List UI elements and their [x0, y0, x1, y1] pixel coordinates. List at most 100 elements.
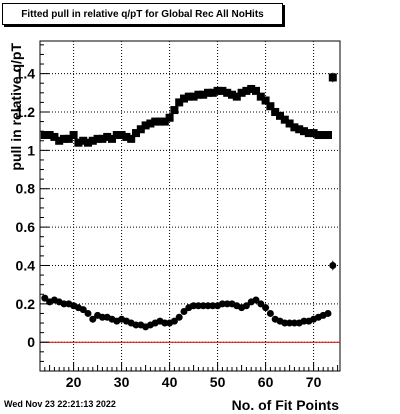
- data-point-circle: [204, 302, 212, 310]
- data-point-circle: [300, 317, 308, 325]
- data-point-circle: [199, 302, 207, 310]
- data-point-square: [45, 131, 54, 140]
- data-point-square: [93, 134, 102, 143]
- data-point-square: [304, 129, 313, 138]
- data-point-square: [141, 121, 150, 130]
- data-point-square: [170, 106, 179, 115]
- y-axis-label: pull in relative q/pT: [8, 43, 24, 171]
- x-tick-label: 40: [162, 374, 178, 390]
- y-tick-label: 0.6: [16, 219, 36, 235]
- data-point-square: [309, 129, 318, 138]
- data-point-circle: [262, 304, 270, 312]
- data-point-square: [213, 86, 222, 95]
- data-point-circle: [79, 306, 87, 314]
- data-point-square: [194, 90, 203, 99]
- data-point-circle: [266, 309, 274, 317]
- timestamp: Wed Nov 23 22:21:13 2022: [4, 399, 116, 409]
- data-point-circle: [286, 319, 294, 327]
- title-box: Fitted pull in relative q/pT for Global …: [2, 3, 283, 25]
- data-point-square: [79, 136, 88, 145]
- y-tick-label: 0.4: [16, 257, 36, 273]
- x-tick-label: 30: [114, 374, 130, 390]
- data-point-square: [276, 111, 284, 120]
- data-point-square: [127, 134, 136, 143]
- data-point-square: [64, 134, 73, 143]
- grid: [40, 41, 340, 371]
- y-tick-label: 1.2: [16, 104, 36, 120]
- data-point-square: [184, 92, 193, 101]
- x-tick-label: 60: [258, 374, 274, 390]
- x-tick-label: 50: [210, 374, 226, 390]
- data-point-square: [199, 90, 208, 99]
- data-point-square: [136, 125, 145, 134]
- data-point-square: [156, 117, 164, 126]
- data-point-circle: [223, 300, 231, 308]
- data-point-square: [295, 125, 304, 134]
- data-point-square: [160, 117, 169, 126]
- x-tick-label: 70: [306, 374, 322, 390]
- data-point-circle: [170, 317, 178, 325]
- data-point-square: [280, 115, 289, 124]
- data-point-square: [151, 117, 160, 126]
- data-point-square: [204, 88, 212, 97]
- data-point-square: [146, 119, 155, 128]
- data-point-square: [122, 132, 131, 141]
- data-point-circle: [175, 313, 183, 321]
- data-point-square: [228, 90, 236, 99]
- data-point-square: [319, 131, 328, 140]
- data-point-square: [132, 129, 140, 138]
- data-point-square: [112, 131, 121, 140]
- data-point-square: [237, 88, 246, 97]
- data-point-square: [285, 119, 294, 128]
- data-point-square: [252, 86, 260, 95]
- data-point-square: [232, 92, 241, 101]
- data-point-square: [247, 84, 256, 93]
- data-point-circle: [161, 319, 169, 327]
- data-point-circle: [242, 302, 250, 310]
- y-tick-label: 0: [27, 334, 35, 350]
- data-point-circle: [132, 321, 140, 329]
- data-point-square: [50, 132, 59, 141]
- x-tick-label: 20: [66, 374, 82, 390]
- data-point-circle: [257, 300, 265, 308]
- data-point-square: [69, 131, 78, 140]
- data-point-circle: [281, 319, 289, 327]
- data-point-square: [271, 107, 280, 116]
- data-point-circle: [252, 296, 260, 304]
- plot-frame: [39, 40, 341, 372]
- data-point-square: [98, 134, 107, 143]
- data-point-square: [117, 131, 126, 140]
- data-point-circle: [218, 300, 226, 308]
- y-tick-label: 1: [27, 142, 35, 158]
- data-point-square: [103, 132, 112, 141]
- data-point-square: [261, 96, 270, 105]
- data-point-square: [165, 113, 174, 122]
- y-tick-label: 0.2: [16, 296, 36, 312]
- data-point-square: [266, 102, 275, 111]
- data-point-circle: [194, 302, 202, 310]
- data-point-circle: [190, 302, 198, 310]
- data-point-square: [88, 136, 97, 145]
- y-tick-label: 1.4: [16, 66, 36, 82]
- data-point-square: [74, 138, 83, 147]
- data-point-circle: [89, 315, 97, 323]
- data-point-circle: [98, 313, 106, 321]
- data-point-circle: [180, 308, 188, 316]
- chart-title: Fitted pull in relative q/pT for Global …: [21, 9, 264, 20]
- data-point-square: [324, 131, 332, 140]
- data-point-square: [314, 131, 323, 140]
- x-axis-label: No. of Fit Points: [232, 397, 340, 413]
- data-point-square: [60, 134, 68, 143]
- data-point-square: [208, 88, 217, 97]
- data-point-square: [218, 86, 227, 95]
- data-point-circle: [84, 309, 92, 317]
- data-point-circle: [290, 319, 298, 327]
- data-point-square: [40, 131, 49, 140]
- data-point-square: [256, 92, 265, 101]
- data-point-circle: [324, 309, 332, 317]
- data-point-circle: [60, 300, 68, 308]
- data-point-square: [180, 94, 188, 103]
- data-point-square: [290, 123, 299, 132]
- y-tick-label: 0.8: [16, 181, 36, 197]
